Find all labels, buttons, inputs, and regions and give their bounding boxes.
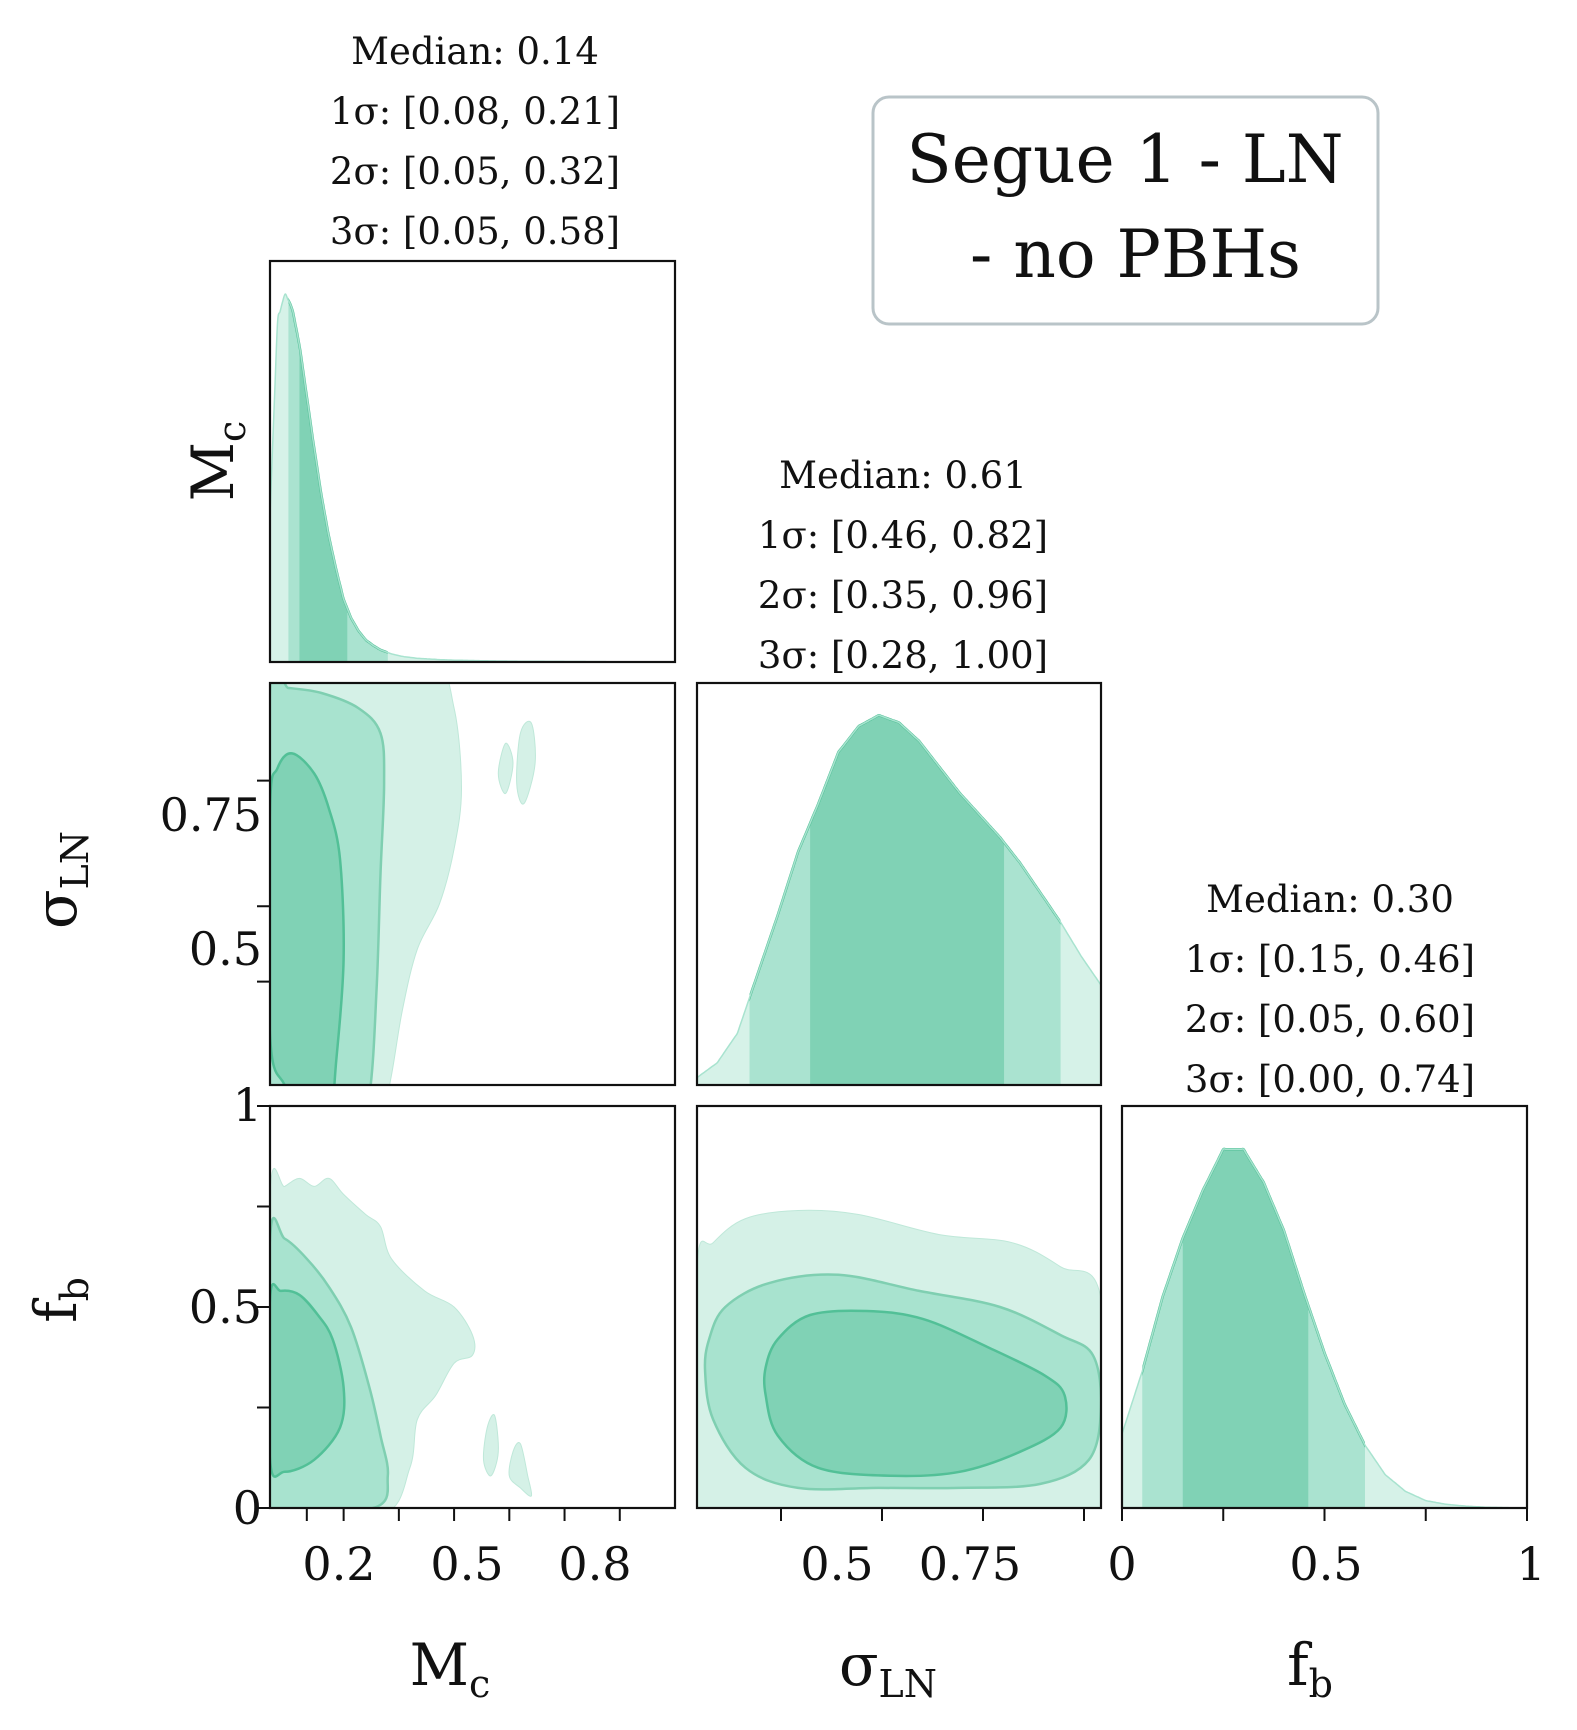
contour-Mc-fb-1sigma-0 (270, 1282, 346, 1478)
contour-panel-Mc-sigmaLN (268, 681, 677, 1087)
marginal-plot-area-fb (1122, 1147, 1527, 1508)
stats-mc-sigma2: 2σ: [0.05, 0.32] (330, 150, 620, 193)
contour-panel-Mc-fb (268, 1104, 677, 1510)
x-tick-label-fb-0: 0 (1107, 1537, 1136, 1591)
stats-fb-sigma1: 1σ: [0.15, 0.46] (1185, 938, 1475, 981)
x-tick-label-sigma-1: 0.75 (919, 1537, 1021, 1591)
title-box: Segue 1 - LN - no PBHs (871, 95, 1380, 326)
stats-fb-sigma3: 3σ: [0.00, 0.74] (1185, 1058, 1475, 1101)
stats-sigma: Median: 0.61 1σ: [0.46, 0.82] 2σ: [0.35,… (758, 454, 1048, 677)
x-tick-label-mc-2: 0.8 (558, 1537, 631, 1591)
y-tick-label-fb-0: 1 (233, 1078, 262, 1132)
marginal-curve-faint-sigmaLN (697, 714, 1101, 1079)
y-axis-labels: Mc σLN fb (22, 421, 254, 1323)
contour-plot-area-Mc-sigmaLN (270, 683, 536, 1085)
contour-Mc-fb-3sigma-1 (482, 1414, 499, 1477)
stats-sigma-sigma1: 1σ: [0.46, 0.82] (758, 514, 1048, 557)
y-axis-label-mc: Mc (179, 421, 254, 502)
x-tick-label-fb-2: 1 (1516, 1537, 1545, 1591)
x-axis-labels: Mc σLN fb (410, 1631, 1333, 1706)
contour-sigmaLN-fb-1sigma-0 (762, 1309, 1068, 1478)
contour-plot-area-sigmaLN-fb (697, 1209, 1101, 1508)
x-tick-label-mc-1: 0.5 (430, 1537, 503, 1591)
marginal-plot-area-Mc (270, 293, 675, 662)
marginal-band-Mc-1sigma (299, 345, 348, 662)
x-tick-label-mc-0: 0.2 (302, 1537, 375, 1591)
marginal-frame-sigmaLN (695, 681, 1103, 1087)
x-tick-labels: 0.2 0.5 0.8 0.5 0.75 0 0.5 1 (302, 1537, 1545, 1591)
contour-frame-Mc-sigmaLN (268, 681, 677, 1087)
stats-fb: Median: 0.30 1σ: [0.15, 0.46] 2σ: [0.05,… (1185, 878, 1475, 1101)
title-box-frame (871, 95, 1380, 326)
marginal-frame-Mc (268, 259, 677, 664)
stats-mc-sigma1: 1σ: [0.08, 0.21] (330, 90, 620, 133)
x-axis-label-fb: fb (1287, 1631, 1333, 1706)
panels (268, 259, 1529, 1510)
title-line-1: Segue 1 - LN (907, 121, 1344, 198)
marginal-band-sigmaLN-1sigma (810, 715, 1005, 1085)
title-line-2: - no PBHs (949, 216, 1301, 293)
y-axis-label-fb: fb (22, 1277, 97, 1323)
contour-Mc-sigmaLN-1sigma-0 (270, 752, 345, 1085)
stats-fb-median: Median: 0.30 (1206, 878, 1454, 921)
y-axis-label-sigma: σLN (22, 831, 97, 929)
stats-mc: Median: 0.14 1σ: [0.08, 0.21] 2σ: [0.05,… (330, 30, 620, 253)
contour-panel-sigmaLN-fb (695, 1104, 1103, 1510)
ticks (257, 779, 1528, 1521)
marginal-curve-faint-fb (1122, 1148, 1527, 1508)
contour-frame-sigmaLN-fb (695, 1104, 1103, 1510)
stats-mc-median: Median: 0.14 (351, 30, 599, 73)
stats-sigma-sigma2: 2σ: [0.35, 0.96] (758, 574, 1048, 617)
marginal-panel-sigmaLN (695, 681, 1103, 1087)
marginal-panel-Mc (268, 259, 677, 664)
y-tick-label-sigma-0: 0.75 (160, 788, 262, 842)
marginal-plot-area-sigmaLN (697, 713, 1101, 1085)
y-tick-label-fb-1: 0.5 (189, 1280, 262, 1334)
y-tick-label-fb-2: 0 (233, 1481, 262, 1535)
stats-sigma-median: Median: 0.61 (779, 454, 1027, 497)
stats-fb-sigma2: 2σ: [0.05, 0.60] (1185, 998, 1475, 1041)
marginal-band-fb-1sigma (1182, 1148, 1309, 1508)
contour-Mc-fb-3sigma-2 (508, 1442, 533, 1497)
x-axis-label-mc: Mc (410, 1631, 491, 1706)
x-tick-label-sigma-0: 0.5 (800, 1537, 873, 1591)
x-tick-label-fb-1: 0.5 (1289, 1537, 1362, 1591)
marginal-panel-fb (1120, 1104, 1529, 1510)
y-tick-labels: 0.75 0.5 1 0.5 0 (160, 788, 262, 1535)
contour-Mc-sigmaLN-3sigma-2 (516, 720, 536, 805)
stats-sigma-sigma3: 3σ: [0.28, 1.00] (758, 634, 1048, 677)
stats-mc-sigma3: 3σ: [0.05, 0.58] (330, 210, 620, 253)
x-axis-label-sigma: σLN (839, 1631, 937, 1706)
contour-plot-area-Mc-fb (270, 1167, 533, 1508)
contour-Mc-sigmaLN-3sigma-1 (497, 742, 514, 795)
y-tick-label-sigma-1: 0.5 (189, 922, 262, 976)
